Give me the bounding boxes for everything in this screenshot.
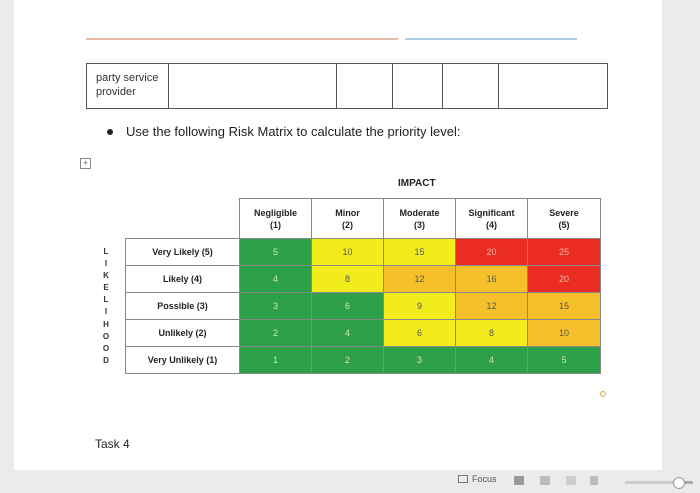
likelihood-row-label: Unlikely (2) [125, 319, 240, 347]
print-layout-icon[interactable] [514, 476, 524, 485]
party-table-cell [499, 64, 607, 108]
likelihood-row-label: Likely (4) [125, 265, 240, 293]
likelihood-letter: H [103, 319, 109, 329]
risk-score-cell: 8 [311, 265, 384, 293]
party-table-cell [337, 64, 393, 108]
risk-matrix: Negligible (1) Minor (2) Moderate (3) Signific… [125, 198, 601, 374]
impact-column-header: Severe (5) [527, 198, 601, 239]
party-table-cell [169, 64, 337, 108]
likelihood-row-label: Very Unlikely (1) [125, 346, 240, 374]
table-resize-handle[interactable] [600, 391, 606, 397]
impact-column-score: (4) [486, 219, 497, 230]
risk-score-cell: 2 [311, 346, 384, 374]
header-rule-right [405, 38, 577, 40]
matrix-corner [126, 199, 240, 239]
likelihood-letter: K [103, 271, 109, 281]
matrix-row: Possible (3) 3 6 9 12 15 [125, 292, 601, 320]
task-heading: Task 4 [95, 437, 130, 451]
risk-score-cell: 5 [239, 238, 312, 266]
risk-score-cell: 16 [455, 265, 528, 293]
impact-title: IMPACT [398, 178, 436, 189]
likelihood-letter: O [102, 331, 110, 341]
impact-column-label: Minor [335, 207, 360, 218]
bullet-text: Use the following Risk Matrix to calcula… [126, 124, 461, 139]
zoom-slider[interactable] [625, 481, 693, 484]
impact-column-label: Severe [549, 207, 579, 218]
risk-score-cell: 4 [455, 346, 528, 374]
risk-score-cell: 10 [311, 238, 384, 266]
party-table: party service provider [86, 63, 608, 109]
impact-column-score: (1) [270, 219, 281, 230]
status-bar [0, 470, 700, 493]
read-mode-icon[interactable] [540, 476, 550, 485]
risk-score-cell: 6 [311, 292, 384, 320]
risk-score-cell: 3 [383, 346, 456, 374]
risk-score-cell: 20 [527, 265, 601, 293]
likelihood-row-label: Possible (3) [125, 292, 240, 320]
impact-column-label: Significant [468, 207, 515, 218]
party-table-cell [393, 64, 443, 108]
web-layout-icon[interactable] [566, 476, 576, 485]
matrix-row: Very Likely (5) 5 10 15 20 25 [125, 238, 601, 266]
party-cell: party service provider [87, 64, 169, 108]
impact-column-header: Negligible (1) [239, 198, 312, 239]
party-table-cell [443, 64, 499, 108]
bullet-icon [107, 128, 113, 135]
impact-column-score: (3) [414, 219, 425, 230]
outline-icon[interactable] [590, 476, 598, 485]
focus-label: Focus [472, 474, 497, 484]
likelihood-letter: L [103, 247, 109, 256]
impact-column-label: Negligible [253, 207, 297, 218]
likelihood-row-label: Very Likely (5) [125, 238, 240, 266]
matrix-row: Unlikely (2) 2 4 6 8 10 [125, 319, 601, 347]
risk-score-cell: 5 [527, 346, 601, 374]
risk-score-cell: 4 [311, 319, 384, 347]
risk-score-cell: 4 [239, 265, 312, 293]
likelihood-letter: I [104, 259, 108, 269]
impact-column-score: (2) [342, 219, 353, 230]
matrix-header-row: Negligible (1) Minor (2) Moderate (3) Signific… [126, 198, 601, 239]
risk-score-cell: 10 [527, 319, 601, 347]
likelihood-letter: I [104, 307, 108, 317]
impact-column-header: Minor (2) [311, 198, 384, 239]
risk-score-cell: 3 [239, 292, 312, 320]
likelihood-letter: O [102, 343, 110, 353]
zoom-slider-knob[interactable] [673, 477, 685, 489]
risk-score-cell: 25 [527, 238, 601, 266]
risk-score-cell: 6 [383, 319, 456, 347]
impact-column-header: Significant (4) [455, 198, 528, 239]
impact-column-score: (5) [558, 219, 570, 230]
table-move-handle-icon[interactable]: + [80, 158, 91, 169]
matrix-row: Very Unlikely (1) 1 2 3 4 5 [125, 346, 601, 374]
risk-score-cell: 15 [527, 292, 601, 320]
risk-score-cell: 15 [383, 238, 456, 266]
risk-score-cell: 2 [239, 319, 312, 347]
likelihood-letter: L [103, 295, 109, 305]
risk-score-cell: 12 [383, 265, 456, 293]
header-rule-left [86, 38, 398, 40]
impact-column-label: Moderate [399, 207, 440, 218]
risk-score-cell: 12 [455, 292, 528, 320]
likelihood-letter: E [103, 283, 109, 293]
risk-score-cell: 20 [455, 238, 528, 266]
risk-score-cell: 9 [383, 292, 456, 320]
risk-score-cell: 8 [455, 319, 528, 347]
likelihood-letter: D [103, 355, 109, 365]
matrix-row: Likely (4) 4 8 12 16 20 [125, 265, 601, 293]
risk-score-cell: 1 [239, 346, 312, 374]
bullet-item: Use the following Risk Matrix to calcula… [107, 124, 461, 139]
focus-icon [458, 475, 468, 483]
zoom-slider-fill [625, 481, 673, 484]
focus-button[interactable]: Focus [458, 474, 497, 484]
impact-column-header: Moderate (3) [383, 198, 456, 239]
